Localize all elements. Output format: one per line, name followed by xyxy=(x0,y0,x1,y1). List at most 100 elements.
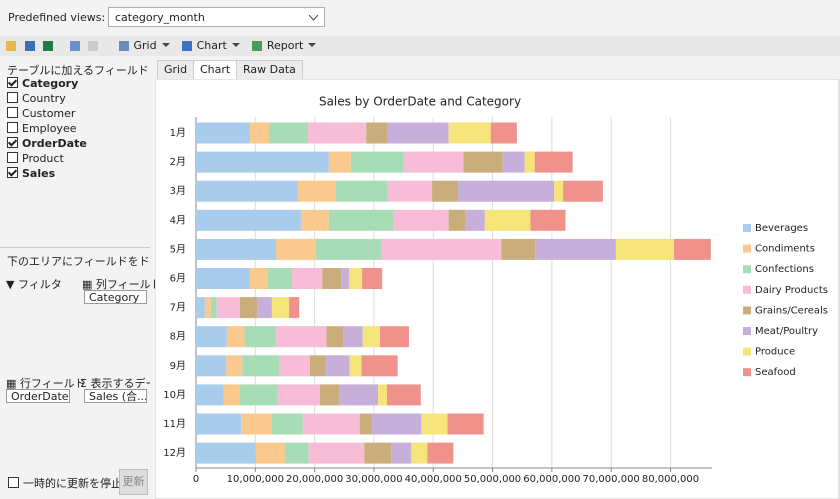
legend-swatch xyxy=(743,368,751,377)
button-label: Grid xyxy=(133,39,157,52)
legend-label: Grains/Cereals xyxy=(755,305,828,316)
column-area-label: ▦ 列フィールド xyxy=(82,278,162,291)
bar-segment xyxy=(196,268,250,289)
update-button[interactable]: 更新 xyxy=(119,469,148,495)
field-item[interactable]: Sales xyxy=(7,166,87,181)
views-label: Predefined views: xyxy=(8,11,106,24)
open-icon[interactable] xyxy=(6,41,16,51)
bar-segment xyxy=(196,238,277,260)
legend-label: Confections xyxy=(755,264,814,275)
bar-segment xyxy=(465,209,485,231)
bar-segment xyxy=(239,384,278,406)
bar-segment xyxy=(366,122,387,144)
redo-icon[interactable] xyxy=(88,41,98,51)
legend-swatch xyxy=(743,306,751,315)
field-item[interactable]: OrderDate xyxy=(7,136,87,151)
legend-label: Produce xyxy=(755,347,795,358)
bar-segment xyxy=(204,297,211,319)
y-tick-label: 1月 xyxy=(170,127,186,139)
field-item[interactable]: Country xyxy=(7,91,87,106)
bar-segment xyxy=(196,180,299,202)
divider xyxy=(0,247,150,248)
bar-segment xyxy=(554,180,564,202)
bar-segment xyxy=(300,209,329,231)
field-item[interactable]: Product xyxy=(7,151,87,166)
defer-checkbox[interactable] xyxy=(8,477,19,488)
y-tick-label: 11月 xyxy=(163,418,186,430)
bar-segment xyxy=(349,355,362,377)
y-tick-label: 7月 xyxy=(170,302,186,314)
bar-segment xyxy=(378,384,387,406)
bar-segment xyxy=(309,355,326,377)
field-name: Category xyxy=(22,77,79,90)
bar-segment xyxy=(386,180,433,202)
bar-segment xyxy=(271,297,290,319)
bar-segment xyxy=(315,238,382,260)
bar-segment xyxy=(196,326,227,348)
bar-segment xyxy=(196,122,250,144)
field-name: Sales xyxy=(22,167,56,180)
bar-segment xyxy=(276,238,316,260)
bar-segment xyxy=(308,442,365,464)
field-checkbox[interactable] xyxy=(7,167,18,178)
toolbar-button[interactable]: Chart xyxy=(181,39,240,52)
field-checkbox[interactable] xyxy=(7,137,18,148)
bar-segment xyxy=(350,151,404,173)
bar-segment xyxy=(563,180,603,202)
legend-label: Seafood xyxy=(755,367,796,378)
field-checkbox[interactable] xyxy=(7,92,18,103)
bar-segment xyxy=(674,238,711,260)
bar-segment xyxy=(524,151,535,173)
row-field[interactable]: OrderDate xyxy=(6,389,70,403)
field-name: Country xyxy=(22,92,66,105)
toolbar-button[interactable]: Report xyxy=(251,39,317,52)
excel-icon[interactable] xyxy=(43,41,53,51)
bar-segment xyxy=(359,413,372,435)
bar-segment xyxy=(298,180,336,202)
column-field[interactable]: Category xyxy=(84,290,147,304)
dropdown-arrow xyxy=(309,15,318,21)
bar-segment xyxy=(535,238,616,260)
bar-segment xyxy=(244,326,276,348)
bar-segment xyxy=(279,355,310,377)
defer-update[interactable]: 一時的に更新を停止... xyxy=(8,475,133,491)
field-item[interactable]: Customer xyxy=(7,106,87,121)
field-item[interactable]: Category xyxy=(7,76,87,91)
field-checkbox[interactable] xyxy=(7,77,18,88)
field-checkbox[interactable] xyxy=(7,152,18,163)
bar-segment xyxy=(325,355,350,377)
button-arrow xyxy=(308,43,317,51)
x-tick-label: 40,000,000 xyxy=(405,474,462,485)
bar-segment xyxy=(257,297,272,319)
bar-segment xyxy=(226,326,245,348)
tab[interactable]: Grid xyxy=(157,60,195,80)
undo-icon[interactable] xyxy=(69,41,80,51)
button-icon xyxy=(118,41,129,51)
toolbar-button[interactable]: Grid xyxy=(118,39,170,52)
tab[interactable]: Raw Data xyxy=(236,60,303,80)
tab[interactable]: Chart xyxy=(193,60,238,80)
field-checkbox[interactable] xyxy=(7,122,18,133)
y-tick-label: 8月 xyxy=(170,331,186,343)
row-area-label: ▦ 行フィールド xyxy=(6,377,86,390)
bar-segment xyxy=(302,413,360,435)
bar-segment xyxy=(328,209,394,231)
bar-segment xyxy=(615,238,675,260)
save-icon[interactable] xyxy=(24,41,35,51)
bar-segment xyxy=(386,122,449,144)
bar-segment xyxy=(319,384,339,406)
bar-segment xyxy=(223,384,240,406)
field-list: Category Country Customer Employee OrderDate… xyxy=(7,76,87,181)
bar-segment xyxy=(196,209,301,231)
field-item[interactable]: Employee xyxy=(7,121,87,136)
bar-segment xyxy=(196,442,256,464)
bar-segment xyxy=(458,180,555,202)
field-name: Customer xyxy=(22,107,76,120)
x-tick-label: 70,000,000 xyxy=(583,474,640,485)
field-checkbox[interactable] xyxy=(7,107,18,118)
legend-swatch xyxy=(743,244,751,253)
value-field[interactable]: Sales (合... xyxy=(84,389,147,403)
bar-segment xyxy=(289,297,300,319)
views-select[interactable]: category_month xyxy=(108,7,325,27)
